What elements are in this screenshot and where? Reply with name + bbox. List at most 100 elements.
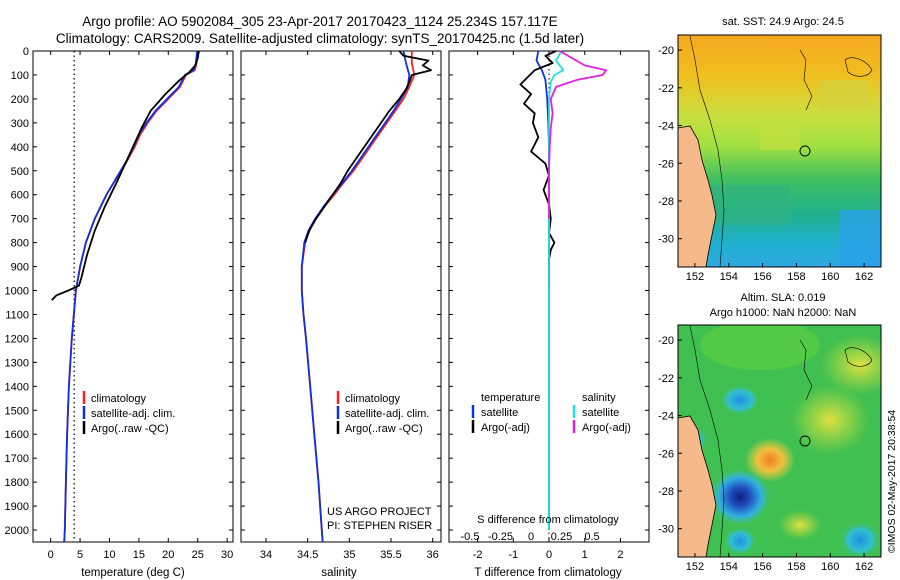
x-tick-label: 35.5 [380,549,401,561]
map-y-tick-label: -20 [658,335,674,347]
salinity-xlabel: salinity [321,567,356,579]
map-y-tick-label: -24 [658,411,674,423]
sst-map [678,35,881,267]
plot-title-line1: Argo profile: AO 5902084_305 23-Apr-2017… [82,14,558,29]
y-tick-label: 1200 [5,333,29,345]
legend-salinity-satellite: satellite [582,407,619,419]
sst-map-frame [677,34,882,268]
map-y-tick-label: -30 [658,524,674,536]
s-tick-label: -0.5 [461,531,480,543]
salinity-legend: climatology satellite-adj. clim. Argo(..… [327,391,432,532]
sla-map-title-line1: Altim. SLA: 0.019 [741,292,826,304]
y-tick-label: 1100 [5,309,29,321]
x-tick-label: 10 [103,549,115,561]
map-ticks: 152 154 156 158 160 162 -20 -22 -24 -26 -28 -30 152 1… [658,45,873,573]
y-tick-label: 1000 [5,286,29,298]
y-tick-label: 1900 [5,501,29,513]
legend-salinity-title: salinity [582,392,616,404]
y-tick-label: 1800 [5,477,29,489]
shelf-contour [689,35,725,267]
y-tick-label: 1600 [5,429,29,441]
x-tick-label: 2 [617,549,623,561]
map-x-tick-label: 160 [821,561,839,573]
map-y-tick-label: -26 [658,448,674,460]
map-x-tick-label: 156 [753,561,771,573]
y-tick-label: 1400 [5,381,29,393]
x-tick-label: -2 [473,549,483,561]
temperature-plot: 0 5 10 15 20 25 300100200300400500600700800900… [5,46,234,561]
map-y-tick-label: -28 [658,486,674,498]
series-line [63,50,198,543]
x-tick-label: 30 [221,549,233,561]
y-tick-label: 900 [11,262,29,274]
temperature-panel-frame [32,50,234,543]
y-tick-label: 700 [11,214,29,226]
x-tick-label: 25 [192,549,204,561]
sla-map-frame [677,324,882,558]
map-x-tick-label: 152 [686,561,704,573]
x-tick-label: 20 [162,549,174,561]
map-x-tick-label: 156 [753,271,771,283]
legend-temperature-argo: Argo(-adj) [481,422,530,434]
temperature-legend: climatology satellite-adj. clim. Argo(..… [82,391,175,435]
land-australia [678,125,717,267]
map-y-tick-label: -28 [658,196,674,208]
series-line [548,50,565,530]
map-x-tick-label: 160 [821,271,839,283]
map-x-tick-label: 154 [720,561,738,573]
legend-climatology: climatology [345,393,401,405]
map-y-tick-label: -26 [658,158,674,170]
x-tick-label: 5 [77,549,83,561]
legend-satellite-adj: satellite-adj. clim. [91,408,175,420]
project-annotation-line1: US ARGO PROJECT [327,506,432,518]
legend-temperature-title: temperature [481,392,540,404]
plot-title-line2: Climatology: CARS2009. Satellite-adjuste… [55,31,585,46]
y-tick-label: 100 [11,70,29,82]
s-tick-label: -0.25 [488,531,513,543]
x-tick-label: 34 [260,549,272,561]
map-y-tick-label: -30 [658,234,674,246]
y-tick-label: 600 [11,190,29,202]
map-y-tick-label: -22 [658,373,674,385]
x-tick-label: 36 [427,549,439,561]
y-tick-label: 300 [11,118,29,130]
legend-temperature-satellite: satellite [481,407,518,419]
y-tick-label: 200 [11,94,29,106]
sla-map [678,325,881,557]
temperature-xlabel: temperature (deg C) [81,567,185,579]
y-tick-label: 1500 [5,405,29,417]
x-tick-label: 15 [133,549,145,561]
series-line [548,50,607,219]
argo-float-marker [799,435,811,447]
x-tick-label: -1 [508,549,518,561]
legend-climatology: climatology [91,393,147,405]
series-line [519,50,557,291]
y-tick-label: 1300 [5,357,29,369]
y-tick-label: 800 [11,238,29,250]
s-tick-label: 0.5 [584,531,599,543]
y-tick-label: 0 [23,46,29,58]
project-annotation-line2: PI: STEPHEN RISER [327,520,432,532]
imos-credit: ©IMOS 02-May-2017 20:38:54 [886,409,898,553]
difference-plot: -2 -1 0 1 2 -0.5 -0.25 0 0.25 0.5 [449,50,649,561]
y-tick-label: 400 [11,142,29,154]
x-tick-label: 0 [48,549,54,561]
legend-salinity-argo: Argo(-adj) [582,422,631,434]
y-tick-label: 1700 [5,453,29,465]
map-y-tick-label: -22 [658,83,674,95]
x-tick-label: 35 [343,549,355,561]
map-x-tick-label: 158 [787,561,805,573]
s-difference-label: S difference from climatology [477,514,619,526]
legend-argo: Argo(..raw -QC) [91,423,169,435]
series-line [51,50,200,301]
map-x-tick-label: 162 [855,561,873,573]
salinity-plot: 34 34.5 35 35.5 36 [241,50,441,561]
map-x-tick-label: 162 [855,271,873,283]
land-australia [678,415,717,557]
sla-map-title-line2: Argo h1000: NaN h2000: NaN [710,307,857,319]
legend-argo: Argo(..raw -QC) [345,423,423,435]
sst-map-title: sat. SST: 24.9 Argo: 24.5 [722,16,844,28]
y-tick-label: 500 [11,166,29,178]
difference-xlabel: T difference from climatology [474,567,621,579]
